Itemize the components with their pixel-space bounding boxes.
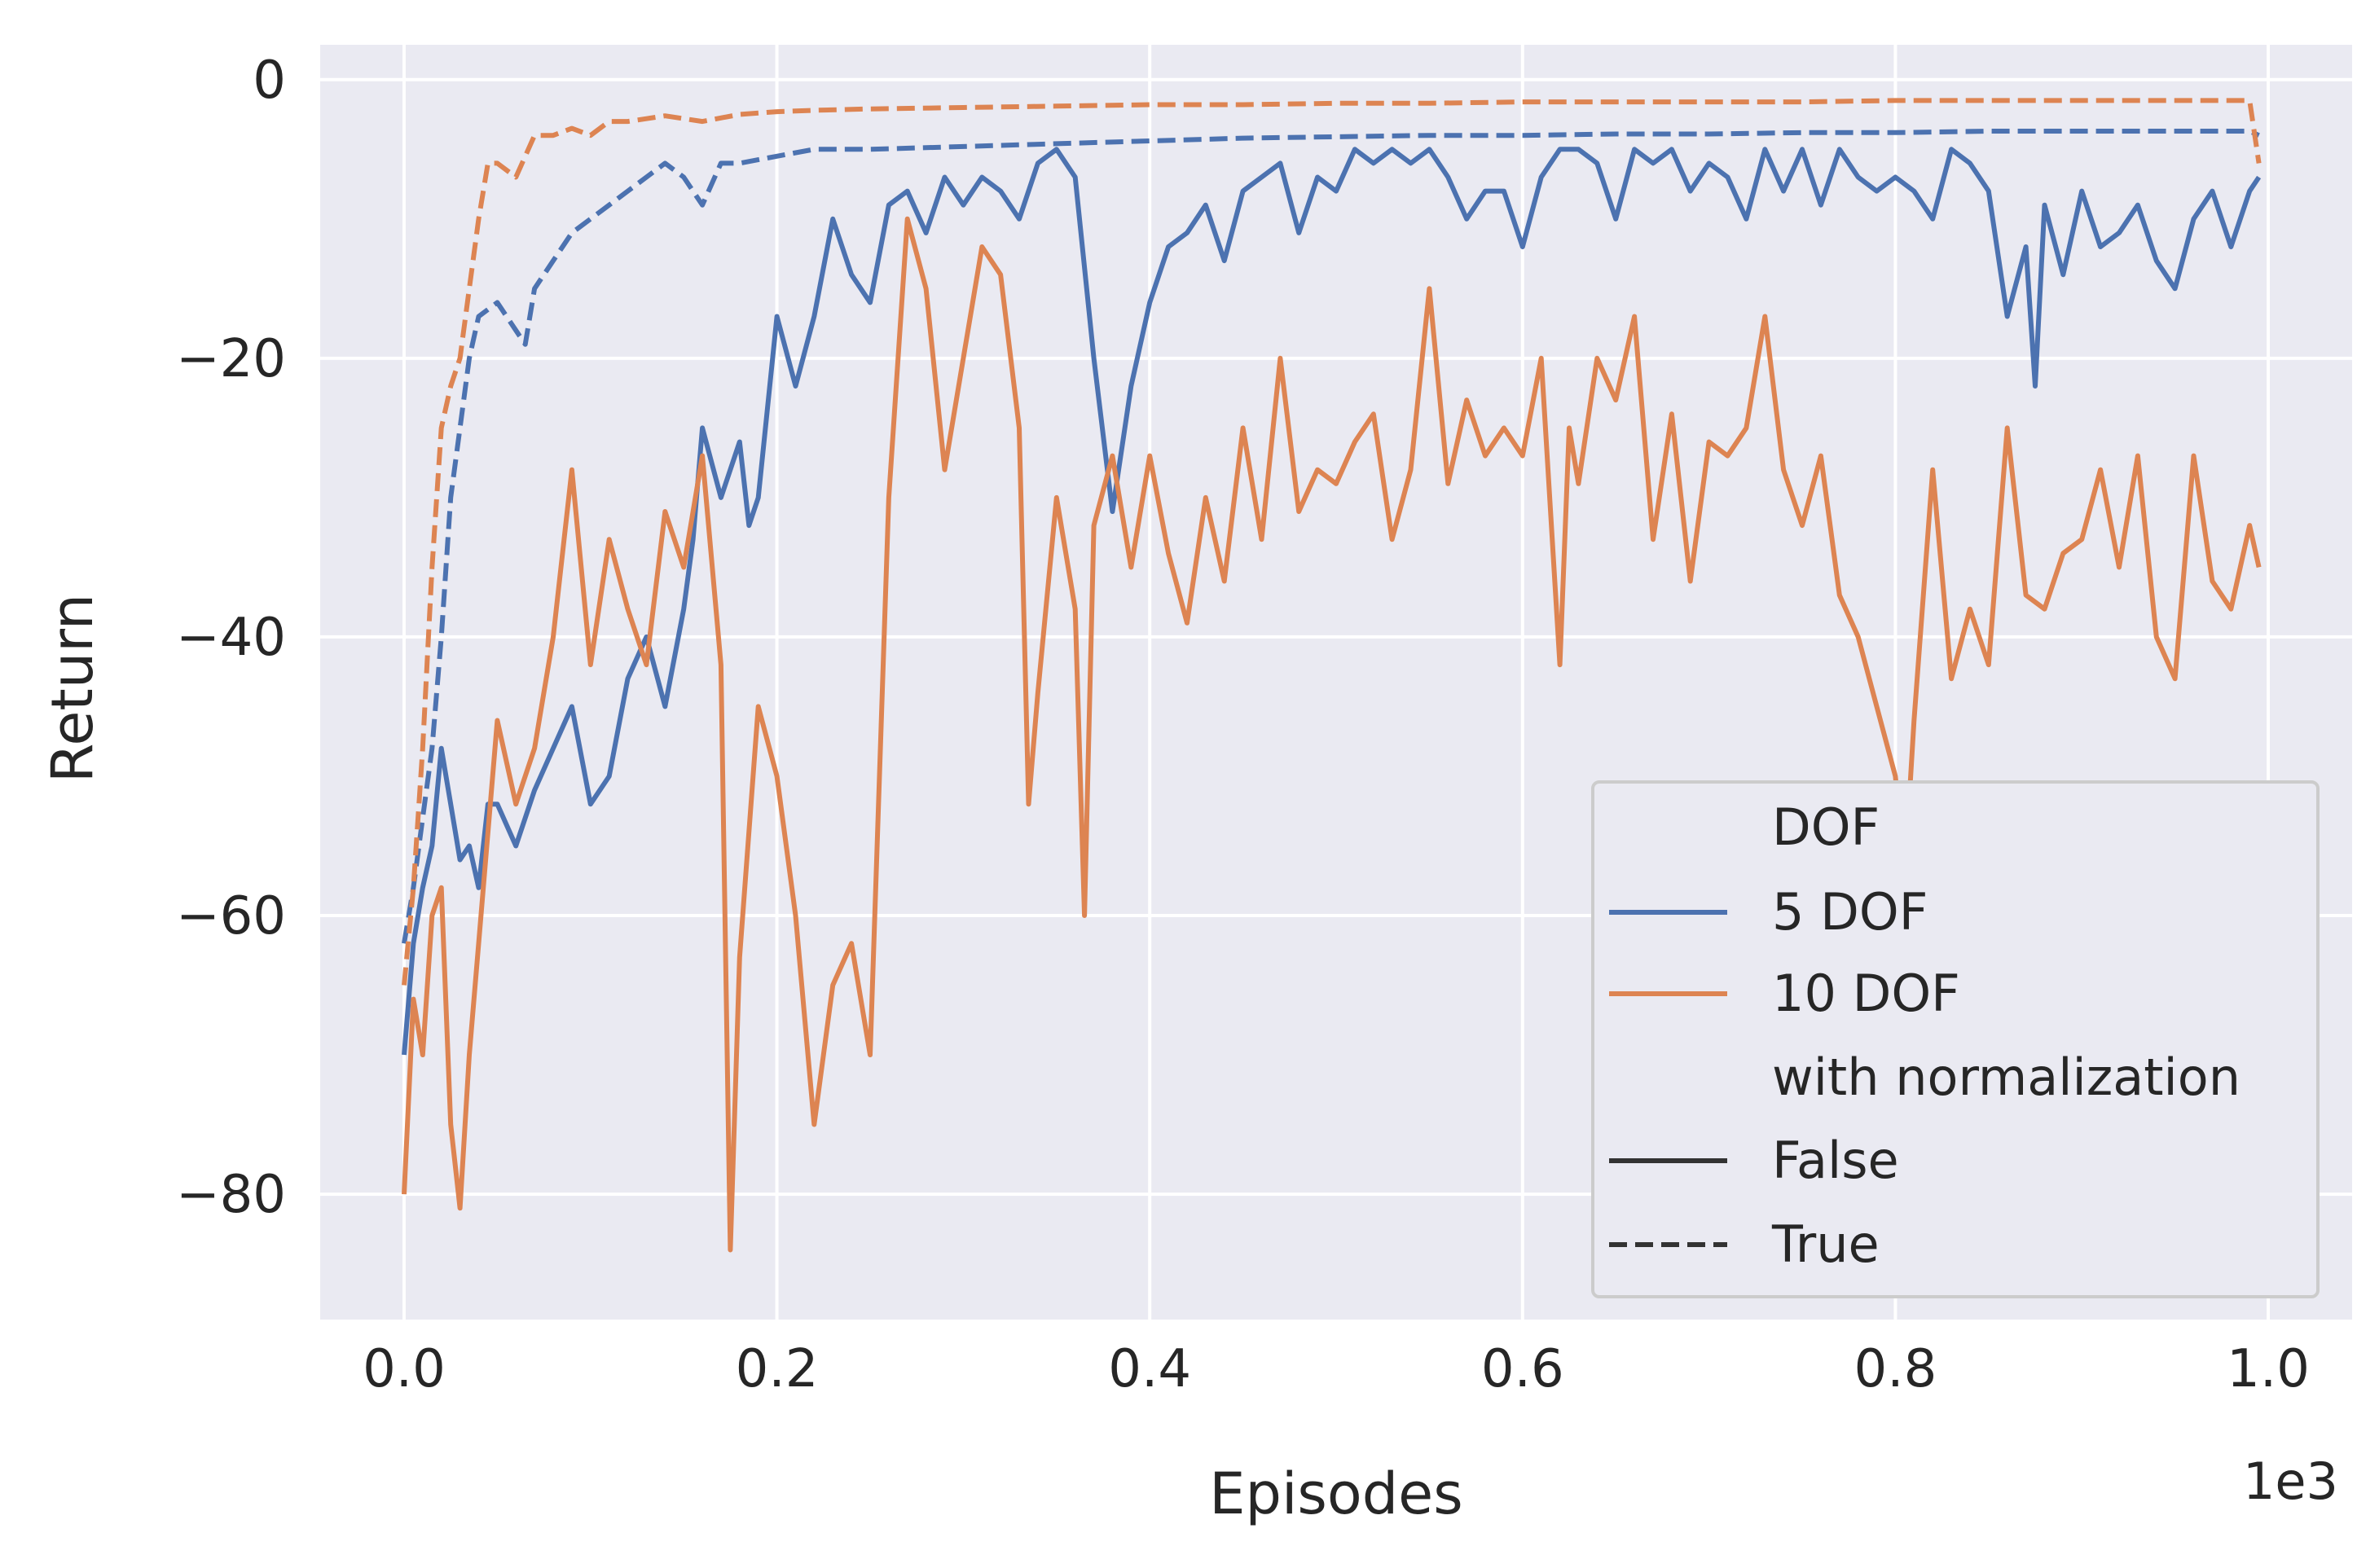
- legend-label-5dof: 5 DOF: [1772, 882, 1928, 942]
- legend-hue-title: DOF: [1772, 797, 1880, 857]
- x-tick-label: 0.2: [736, 1339, 819, 1399]
- series-line: [402, 98, 2262, 986]
- x-tick-label: 0.8: [1854, 1339, 1937, 1399]
- x-tick-label: 1.0: [2227, 1339, 2310, 1399]
- series-line: [402, 147, 2262, 1056]
- y-tick-labels: 0 −20 −40 −60 −80: [176, 51, 286, 1225]
- series-line: [402, 216, 2262, 1253]
- legend-box: [1591, 780, 2320, 1298]
- x-offset-text: 1e3: [2243, 1452, 2338, 1511]
- y-tick-label: −80: [176, 1165, 286, 1225]
- x-tick-label: 0.0: [363, 1339, 446, 1399]
- legend-label-true: True: [1771, 1214, 1880, 1274]
- series-lines: [402, 98, 2262, 1253]
- x-axis-label: Episodes: [1209, 1460, 1462, 1527]
- y-tick-label: −40: [176, 608, 286, 668]
- x-tick-labels: 0.0 0.2 0.4 0.6 0.8 1.0: [363, 1339, 2310, 1399]
- y-axis-label: Return: [39, 594, 106, 783]
- legend-label-false: False: [1772, 1131, 1899, 1190]
- x-tick-label: 0.6: [1481, 1339, 1564, 1399]
- y-tick-label: 0: [253, 51, 286, 111]
- y-tick-label: −20: [176, 329, 286, 389]
- legend: DOF 5 DOF 10 DOF with normalization Fals…: [1591, 780, 2320, 1298]
- y-tick-label: −60: [176, 886, 286, 947]
- series-line: [402, 129, 2260, 944]
- x-tick-label: 0.4: [1108, 1339, 1191, 1399]
- legend-style-title: with normalization: [1772, 1048, 2240, 1107]
- grid: [320, 45, 2352, 1320]
- legend-label-10dof: 10 DOF: [1772, 964, 1960, 1023]
